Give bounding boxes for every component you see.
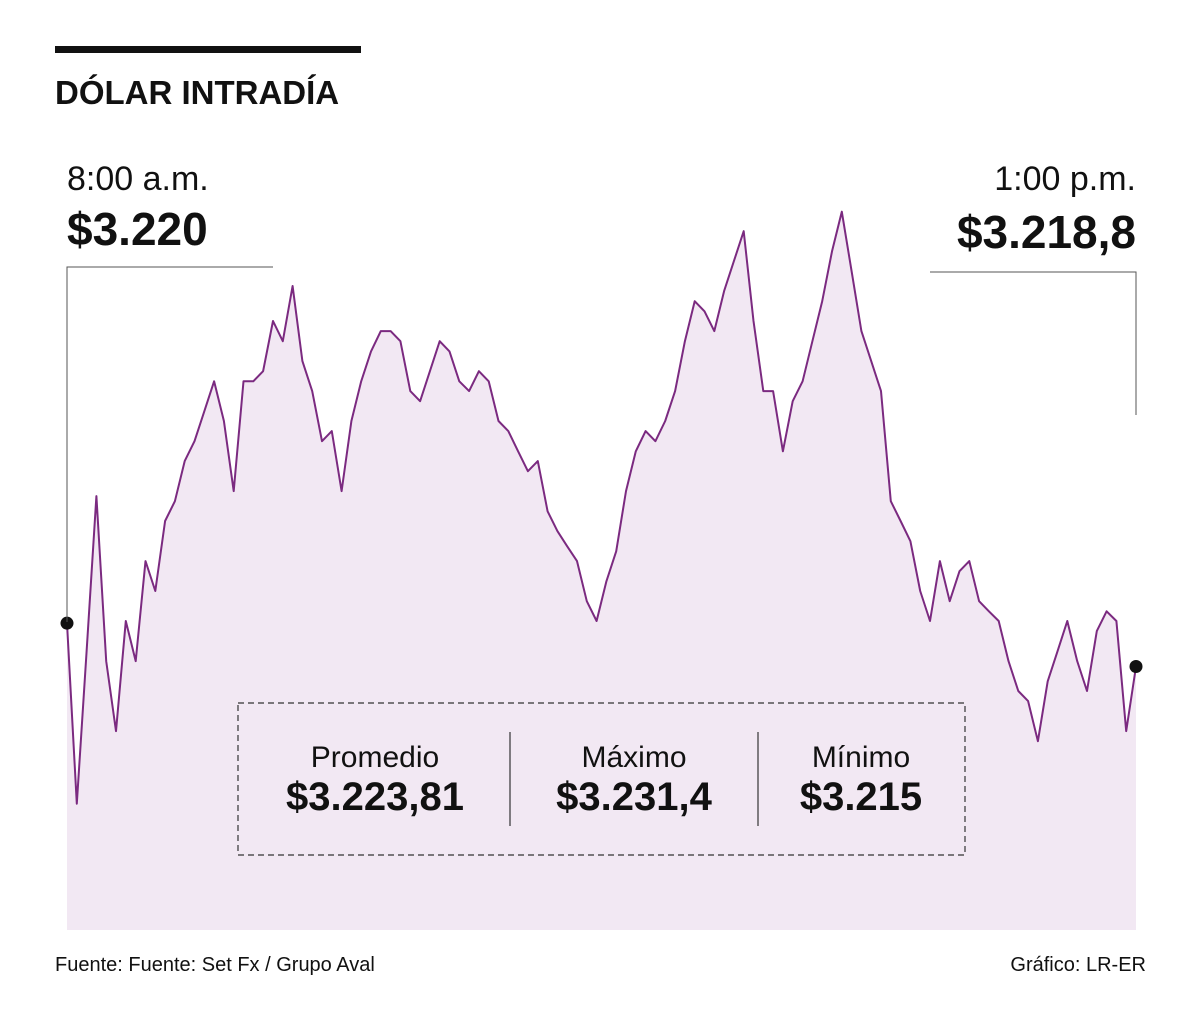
stat-label: Mínimo	[812, 741, 910, 774]
end-time: 1:00 p.m.	[994, 160, 1136, 198]
start-dot	[60, 616, 74, 630]
stat-value: $3.215	[800, 775, 922, 819]
price-line	[66, 210, 1137, 805]
start-price: $3.220	[67, 203, 208, 255]
title-bar	[55, 46, 361, 53]
end-dot	[1129, 659, 1143, 673]
credit: Gráfico: LR-ER	[1010, 954, 1146, 976]
end-price: $3.218,8	[957, 206, 1136, 258]
area-fill	[67, 211, 1136, 930]
stat-value: $3.223,81	[286, 775, 464, 819]
start-time: 8:00 a.m.	[67, 160, 209, 198]
stat-label: Máximo	[581, 741, 686, 774]
stats-box	[237, 702, 966, 856]
stat-label: Promedio	[311, 741, 439, 774]
start-leader	[66, 266, 273, 622]
stat-value: $3.231,4	[556, 775, 712, 819]
plot	[60, 210, 1143, 930]
source: Fuente: Fuente: Set Fx / Grupo Aval	[55, 954, 375, 976]
end-leader	[930, 271, 1137, 415]
chart-title: DÓLAR INTRADÍA	[55, 74, 339, 111]
